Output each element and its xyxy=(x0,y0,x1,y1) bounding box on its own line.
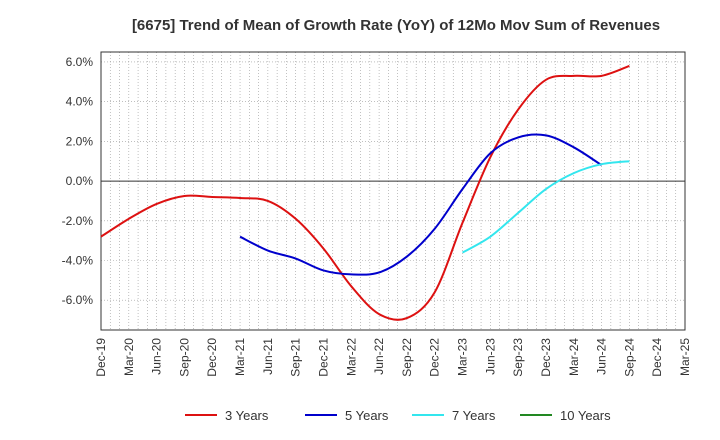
y-tick-label: 6.0% xyxy=(66,55,94,69)
series-line-7-years xyxy=(462,160,630,254)
x-tick-label: Mar-20 xyxy=(122,338,136,376)
legend: 3 Years 5 Years 7 Years 10 Years xyxy=(185,408,611,423)
y-tick-label: -6.0% xyxy=(62,293,94,307)
x-tick-label: Mar-24 xyxy=(567,338,581,376)
y-tick-label: -4.0% xyxy=(62,254,94,268)
y-tick-label: 2.0% xyxy=(66,134,94,148)
x-tick-label: Mar-21 xyxy=(233,338,247,376)
x-tick-label: Jun-22 xyxy=(372,338,386,375)
x-tick-label: Dec-19 xyxy=(94,338,108,377)
x-tick-label: Dec-24 xyxy=(650,338,664,377)
legend-label-7-years: 7 Years xyxy=(452,408,496,423)
y-tick-label: 0.0% xyxy=(66,174,94,188)
chart-title: [6675] Trend of Mean of Growth Rate (YoY… xyxy=(132,17,660,34)
legend-label-10-years: 10 Years xyxy=(560,408,611,423)
x-tick-label: Sep-23 xyxy=(511,338,525,377)
legend-label-3-years: 3 Years xyxy=(225,408,269,423)
x-tick-label: Sep-24 xyxy=(622,338,636,377)
legend-label-5-years: 5 Years xyxy=(345,408,389,423)
x-tick-labels: Dec-19 Mar-20 Jun-20 Sep-20 Dec-20 Mar-21 Jun-… xyxy=(94,338,692,377)
x-tick-label: Mar-23 xyxy=(456,338,470,376)
x-tick-label: Jun-24 xyxy=(595,338,609,375)
x-tick-label: Dec-21 xyxy=(316,338,330,377)
x-tick-label: Dec-20 xyxy=(205,338,219,377)
y-tick-label: -2.0% xyxy=(62,214,94,228)
y-tick-labels: 6.0% 4.0% 2.0% 0.0% -2.0% -4.0% -6.0% xyxy=(62,55,94,307)
grid xyxy=(100,52,686,330)
axes xyxy=(100,51,686,331)
series-line-3-years xyxy=(100,64,630,321)
x-tick-label: Sep-20 xyxy=(177,338,191,377)
x-tick-label: Sep-22 xyxy=(400,338,414,377)
y-tick-label: 4.0% xyxy=(66,95,94,109)
x-tick-label: Dec-22 xyxy=(428,338,442,377)
x-tick-label: Mar-22 xyxy=(344,338,358,376)
x-tick-label: Mar-25 xyxy=(678,338,692,376)
x-tick-label: Sep-21 xyxy=(289,338,303,377)
series-line-5-years xyxy=(239,133,603,276)
x-tick-label: Dec-23 xyxy=(539,338,553,377)
x-tick-label: Jun-20 xyxy=(150,338,164,375)
x-tick-label: Jun-23 xyxy=(483,338,497,375)
x-tick-label: Jun-21 xyxy=(261,338,275,375)
plot-frame xyxy=(100,51,686,331)
series-lines xyxy=(100,64,630,321)
